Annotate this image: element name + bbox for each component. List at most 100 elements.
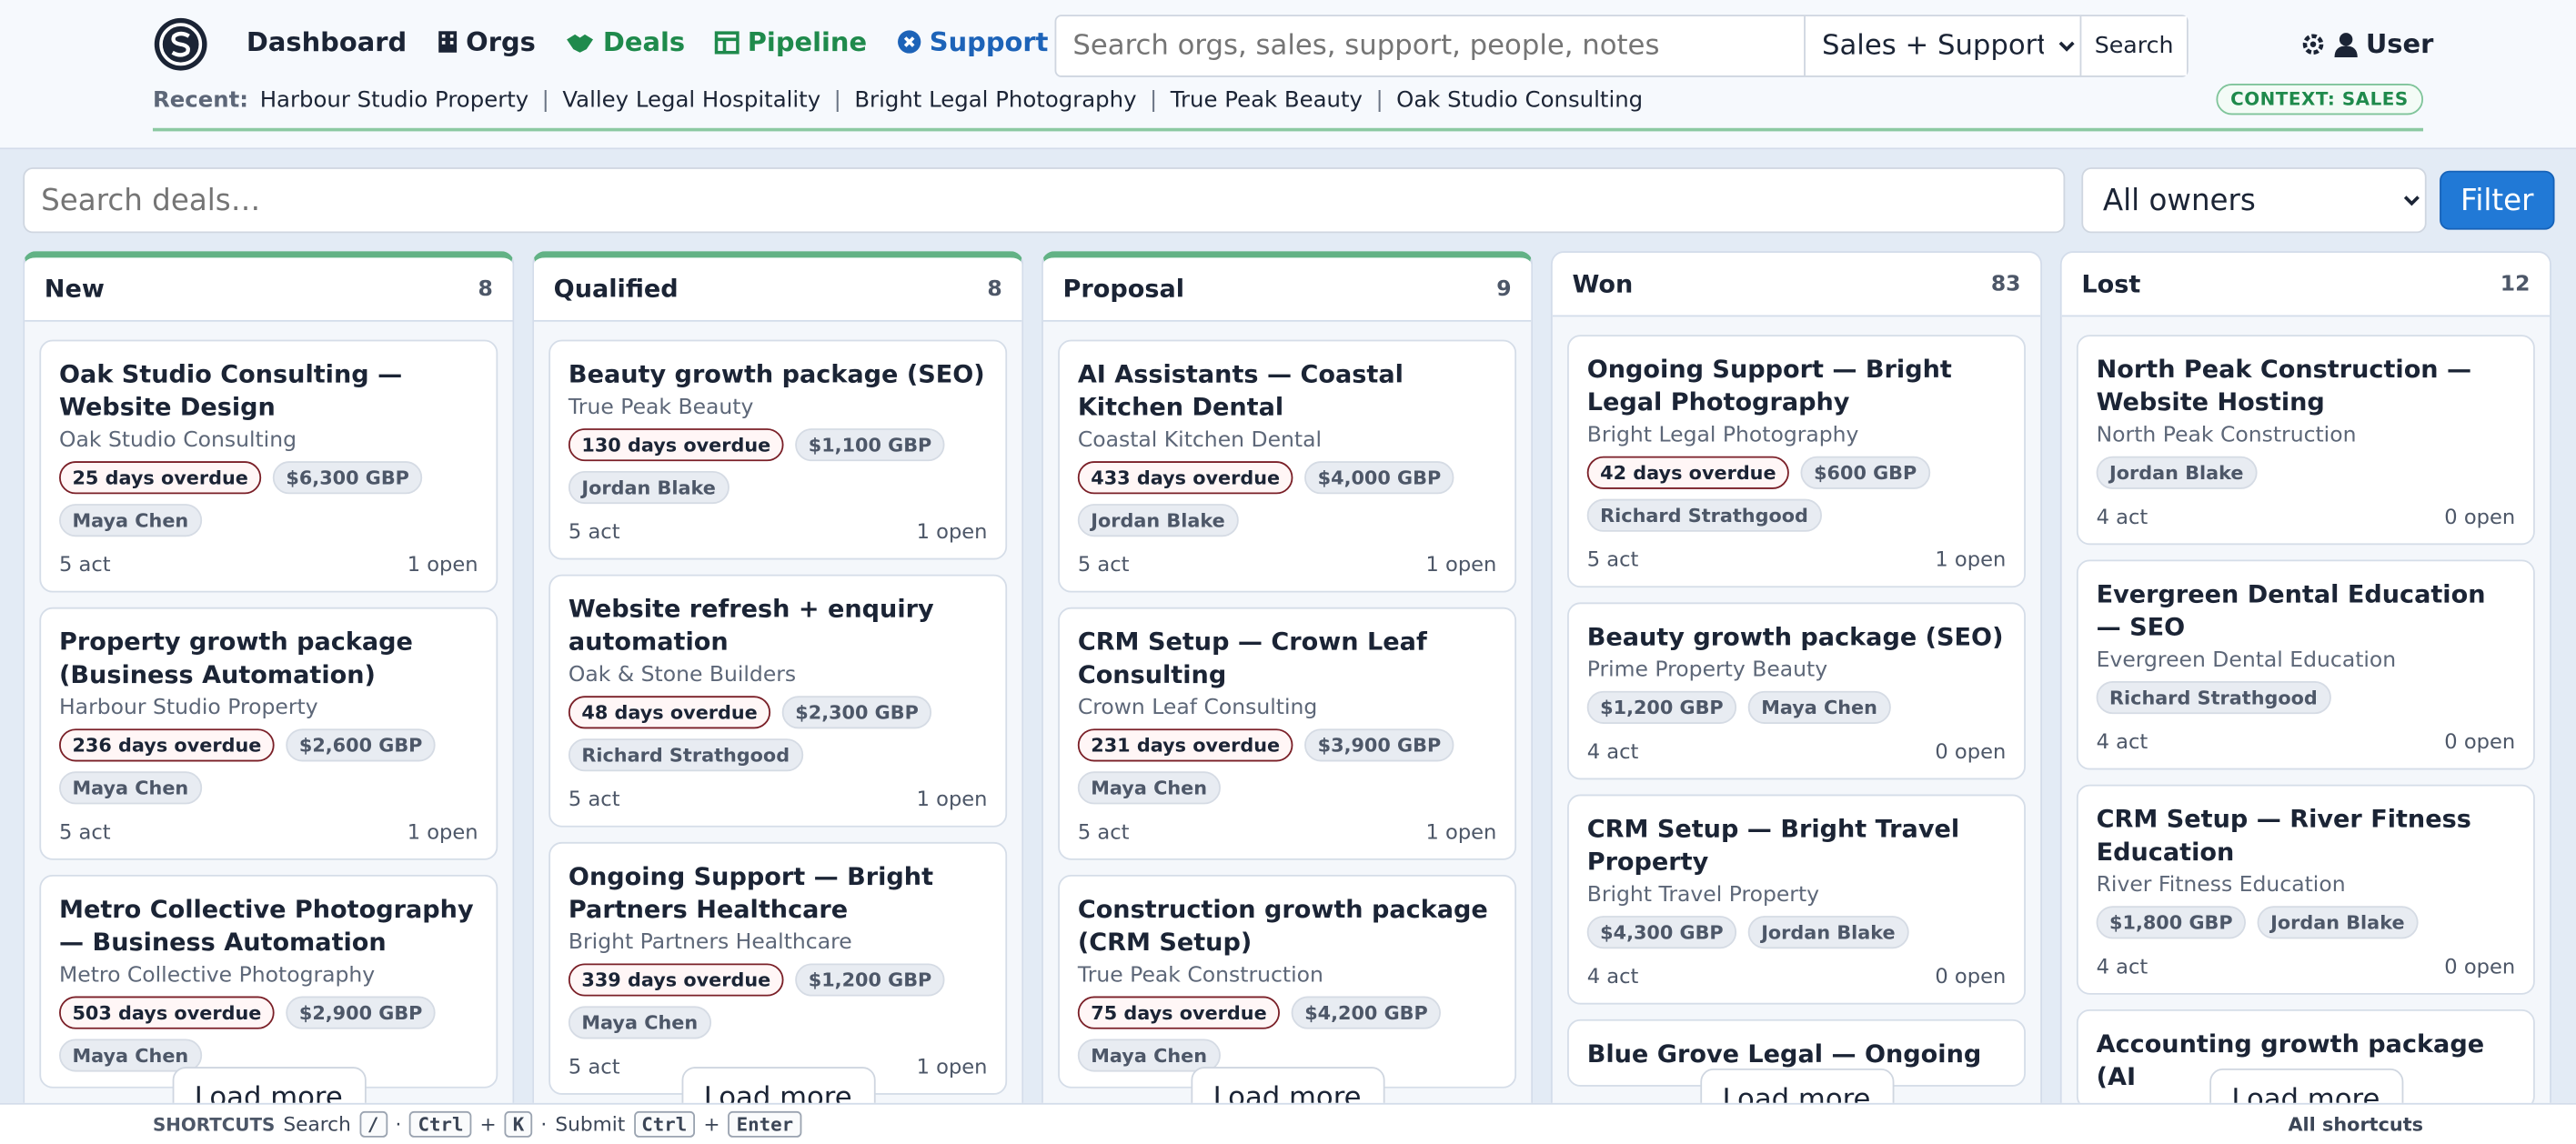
deal-card[interactable]: Beauty growth package (SEO) Prime Propert… — [1567, 602, 2026, 780]
nav-link[interactable]: Support — [897, 26, 1048, 57]
user-icon — [2334, 32, 2358, 57]
owner-tag: Maya Chen — [1077, 1039, 1221, 1072]
load-more[interactable]: Load more — [1190, 1067, 1384, 1103]
tags: 339 days overdue $1,200 GBP Maya Chen — [568, 963, 988, 1039]
deal-card[interactable]: Property growth package (Business Automa… — [39, 607, 498, 860]
card-footer: 5 act 1 open — [569, 1054, 988, 1079]
deal-card[interactable]: CRM Setup — Crown Leaf Consulting Crown L… — [1058, 607, 1517, 860]
load-more[interactable]: Load more — [680, 1067, 875, 1103]
deal-title: Beauty growth package (SEO) — [568, 359, 985, 389]
recent-link[interactable]: Oak Studio Consulting — [1396, 86, 1644, 114]
deal-org: Crown Leaf Consulting — [1077, 696, 1318, 721]
tags: $1,800 GBP Jordan Blake — [2096, 906, 2516, 939]
activity-count: 4 act — [2096, 728, 2148, 754]
recent-label: Recent: — [152, 86, 249, 114]
filter-button[interactable]: Filter — [2440, 170, 2555, 230]
card-footer: 5 act 1 open — [59, 551, 478, 576]
owner-select[interactable]: All owners — [2081, 167, 2427, 234]
user-menu[interactable]: User — [2300, 28, 2433, 59]
overdue-tag: 503 days overdue — [59, 996, 275, 1029]
key: Ctrl — [633, 1110, 696, 1138]
key: Ctrl — [409, 1110, 472, 1138]
activity-count: 4 act — [1586, 738, 1639, 764]
deal-org: Harbour Studio Property — [59, 696, 318, 721]
nav-link[interactable]: Deals — [565, 26, 685, 57]
activity-count: 5 act — [568, 786, 620, 811]
card-list: North Peak Construction — Website Hostin… — [2062, 316, 2550, 1103]
deal-title: Evergreen Dental Education — SEO — [2096, 579, 2486, 642]
deal-card[interactable]: AI Assistants — Coastal Kitchen Dental Co… — [1058, 339, 1517, 593]
deal-org: Metro Collective Photography — [59, 963, 376, 988]
column-header: Proposal 9 — [1042, 257, 1532, 322]
deal-card[interactable]: Metro Collective Photography — Business … — [39, 875, 498, 1089]
deal-card[interactable]: Construction growth package (CRM Setup) T… — [1058, 875, 1517, 1089]
load-more[interactable]: Load more — [2209, 1068, 2403, 1103]
deal-org: River Fitness Education — [2096, 873, 2346, 898]
column: New 8 Oak Studio Consulting — Website Desi… — [23, 251, 515, 1103]
shortcut-text: Submit — [555, 1112, 626, 1136]
owner-tag: Jordan Blake — [2257, 906, 2418, 939]
search-button[interactable]: Search — [2079, 16, 2187, 76]
amount-tag: $4,300 GBP — [1586, 916, 1737, 949]
all-shortcuts-link[interactable]: All shortcuts — [2288, 1112, 2424, 1136]
amount-tag: $600 GBP — [1800, 456, 1930, 489]
owner-tag: Maya Chen — [1747, 690, 1891, 724]
deal-card[interactable]: Evergreen Dental Education — SEO Evergree… — [2076, 559, 2535, 770]
deal-card[interactable]: Website refresh + enquiry automation Oak … — [548, 574, 1008, 828]
nav-label: Pipeline — [747, 25, 868, 58]
deal-title: CRM Setup — Crown Leaf Consulting — [1077, 627, 1427, 690]
deal-title: CRM Setup — River Fitness Education — [2096, 804, 2471, 867]
deal-card[interactable]: North Peak Construction — Website Hostin… — [2076, 335, 2535, 546]
column-name: Proposal — [1062, 274, 1185, 304]
deal-title: Blue Grove Legal — Ongoing — [1586, 1039, 1982, 1069]
open-count: 1 open — [1425, 818, 1497, 844]
deal-title: Website refresh + enquiry automation — [568, 594, 934, 657]
amount-tag: $1,200 GBP — [1586, 690, 1737, 724]
deal-card[interactable]: Ongoing Support — Bright Partners Health… — [548, 841, 1008, 1095]
open-count: 1 open — [916, 518, 988, 544]
logo[interactable] — [153, 16, 208, 72]
shortcut-text: + — [703, 1112, 720, 1136]
recent-link[interactable]: Valley Legal Hospitality — [562, 86, 821, 114]
deal-card[interactable]: CRM Setup — Bright Travel Property Bright… — [1567, 794, 2026, 1005]
key: / — [358, 1110, 387, 1138]
settings-icon[interactable] — [2300, 30, 2327, 56]
owner-tag: Jordan Blake — [1077, 504, 1239, 537]
separator: | — [541, 86, 549, 114]
tags: 231 days overdue $3,900 GBP Maya Chen — [1077, 728, 1497, 805]
activity-count: 5 act — [59, 818, 111, 844]
load-more[interactable]: Load more — [1699, 1068, 1894, 1103]
tags: 42 days overdue $600 GBP Richard Strathgoo… — [1586, 456, 2007, 532]
deal-card[interactable]: CRM Setup — River Fitness Education River… — [2076, 784, 2535, 995]
deal-title: CRM Setup — Bright Travel Property — [1586, 814, 1960, 877]
card-footer: 4 act 0 open — [2097, 954, 2516, 978]
load-more[interactable]: Load more — [171, 1067, 366, 1103]
activity-count: 4 act — [1586, 963, 1639, 988]
nav-link[interactable]: Dashboard — [247, 26, 407, 57]
activity-count: 5 act — [1586, 547, 1639, 572]
deal-org: North Peak Construction — [2096, 423, 2357, 448]
column-count: 8 — [987, 276, 1002, 302]
card-footer: 5 act 1 open — [1587, 547, 2007, 571]
recent-link[interactable]: Harbour Studio Property — [259, 86, 529, 114]
recent-list: Recent: Harbour Studio Property | Valley L… — [153, 87, 1643, 114]
amount-tag: $2,900 GBP — [286, 996, 436, 1029]
deal-card[interactable]: Oak Studio Consulting — Website Design Oa… — [39, 339, 498, 593]
recent-link[interactable]: True Peak Beauty — [1170, 86, 1363, 114]
search-input[interactable] — [1056, 16, 1805, 76]
tags: $4,300 GBP Jordan Blake — [1586, 916, 2007, 949]
deal-search[interactable] — [23, 167, 2066, 234]
deal-card[interactable]: Beauty growth package (SEO) True Peak Bea… — [548, 339, 1008, 560]
deal-card[interactable]: Ongoing Support — Bright Legal Photograp… — [1567, 335, 2026, 588]
nav-label: Deals — [602, 25, 686, 58]
deal-title: AI Assistants — Coastal Kitchen Dental — [1077, 359, 1404, 422]
deal-title: Ongoing Support — Bright Partners Health… — [568, 861, 934, 925]
open-count: 0 open — [1935, 738, 2007, 764]
recent-link[interactable]: Bright Legal Photography — [854, 86, 1137, 114]
nav-link[interactable]: Pipeline — [714, 25, 868, 58]
amount-tag: $3,900 GBP — [1304, 728, 1454, 762]
scope-select[interactable]: Sales + Support — [1804, 16, 2080, 76]
nav-link[interactable]: Orgs — [437, 26, 536, 57]
amount-tag: $1,800 GBP — [2096, 906, 2246, 939]
